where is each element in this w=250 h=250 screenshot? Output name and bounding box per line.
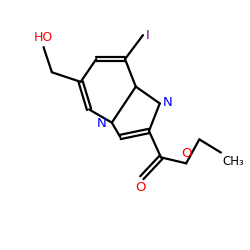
Text: O: O bbox=[181, 148, 192, 160]
Text: N: N bbox=[97, 117, 106, 130]
Text: N: N bbox=[163, 96, 172, 109]
Text: O: O bbox=[135, 180, 146, 194]
Text: CH₃: CH₃ bbox=[222, 155, 244, 168]
Text: I: I bbox=[146, 28, 149, 42]
Text: HO: HO bbox=[34, 31, 53, 44]
